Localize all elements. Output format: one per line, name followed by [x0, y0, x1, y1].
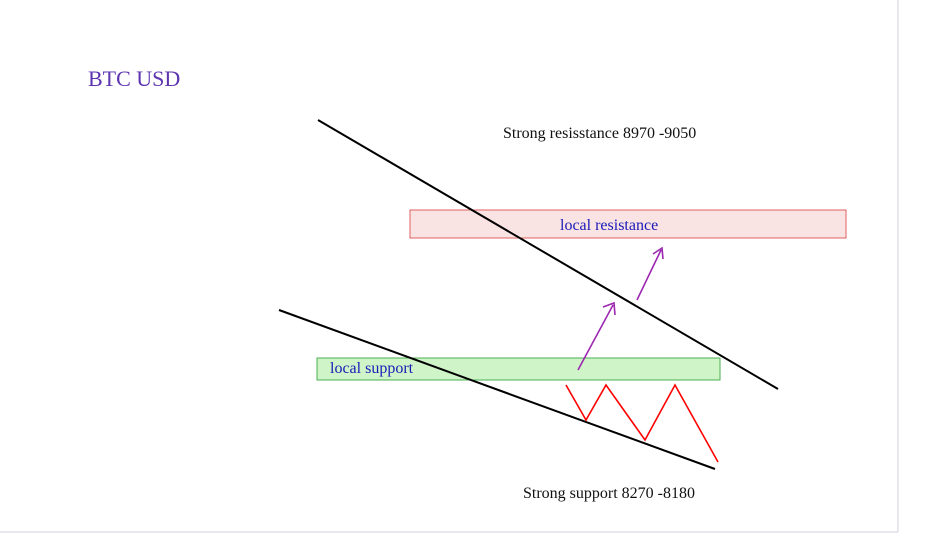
- arrows: [577, 246, 664, 371]
- annotation: local resistance: [560, 217, 658, 234]
- annotation: Strong support 8270 -8180: [523, 485, 695, 502]
- trendline: [278, 309, 716, 470]
- annotation: Strong resisstance 8970 -9050: [503, 125, 696, 142]
- projection-path: [565, 383, 719, 463]
- support-box: [316, 357, 721, 381]
- title: BTC USD: [88, 66, 180, 91]
- resistance-box: [409, 209, 847, 239]
- annotation: local support: [330, 360, 414, 377]
- trendline: [317, 119, 779, 390]
